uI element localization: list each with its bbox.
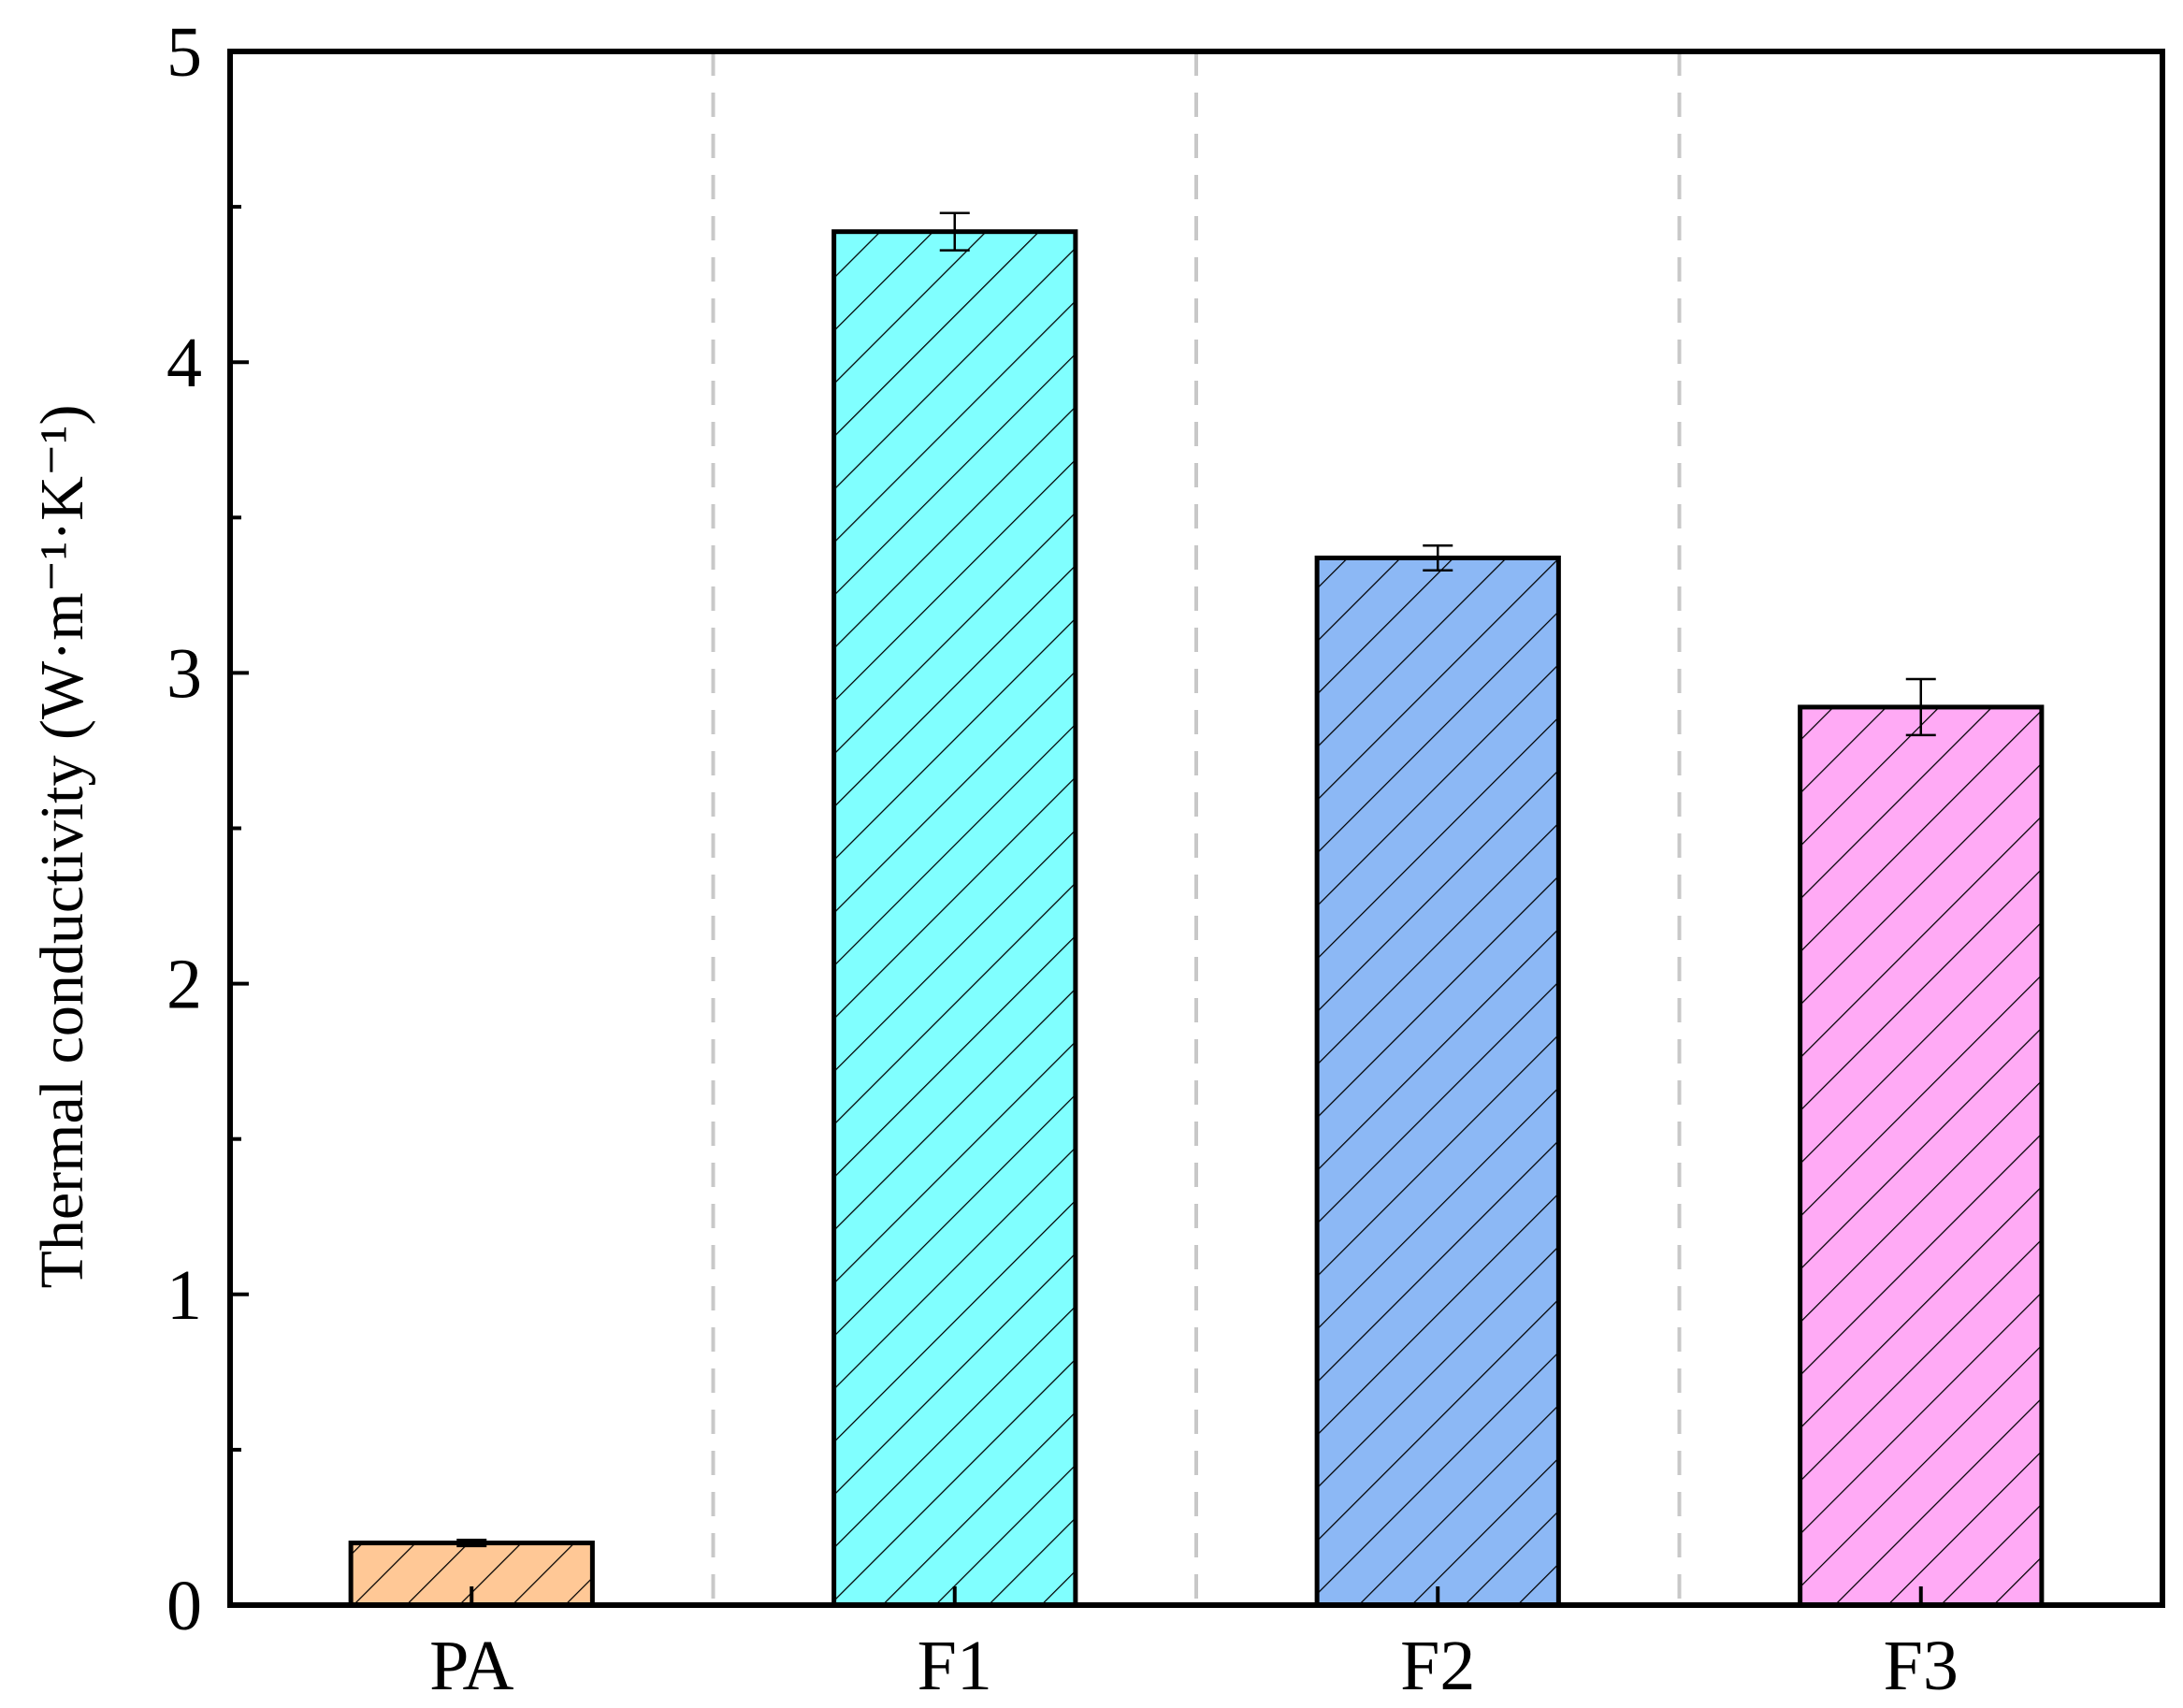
y-tick-label: 1 [166, 1256, 202, 1335]
bar [831, 229, 1078, 1608]
error-bar [1905, 677, 1936, 737]
y-tick-label: 4 [166, 324, 202, 402]
bar [1314, 555, 1561, 1608]
y-tick-label: 2 [166, 946, 202, 1024]
x-tick-label: F2 [1400, 1627, 1475, 1705]
error-bar [939, 211, 970, 252]
error-bar [1423, 543, 1453, 572]
y-tick-label: 5 [166, 13, 202, 92]
x-tick-label: F3 [1884, 1627, 1959, 1705]
error-bar [456, 1538, 487, 1548]
plot-frame [227, 49, 2165, 1608]
bar [1798, 704, 2045, 1608]
y-axis-label: Thermal conductivity (W·m⁻¹·K⁻¹) [28, 405, 96, 1289]
y-tick-label: 0 [166, 1567, 202, 1645]
x-tick-label: PA [429, 1627, 513, 1705]
y-tick-label: 3 [166, 634, 202, 713]
x-tick-label: F1 [918, 1627, 992, 1705]
